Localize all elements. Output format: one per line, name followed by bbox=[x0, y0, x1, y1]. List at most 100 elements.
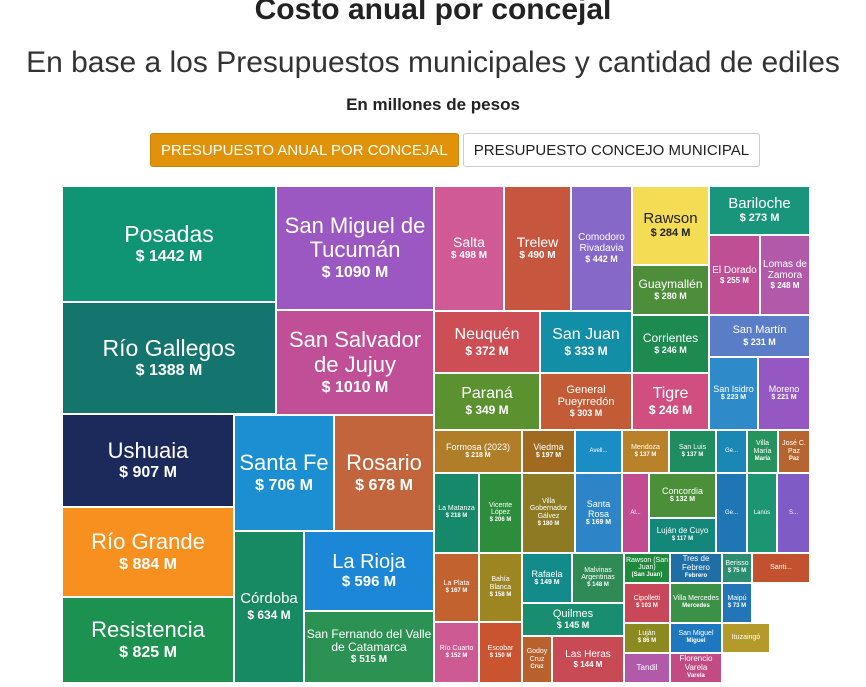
treemap-cell-name: Viedma bbox=[533, 442, 564, 453]
treemap-cell-el-dorado[interactable]: El Dorado $ 255 M bbox=[709, 235, 760, 315]
treemap-cell-value: $ 144 M bbox=[573, 660, 603, 670]
treemap-cell-value: $ 221 M bbox=[771, 394, 797, 402]
treemap-cell-bahia-blanca[interactable]: Bahía Blanca $ 158 M bbox=[479, 553, 522, 622]
treemap-cell-lujan-de-cuyo[interactable]: Luján de Cuyo $ 117 M bbox=[649, 518, 716, 553]
treemap-cell-san-isidro[interactable]: San Isidro $ 223 M bbox=[709, 357, 758, 430]
treemap-cell-al[interactable]: Al... bbox=[622, 473, 649, 553]
treemap-cell-berisso[interactable]: Berisso $ 75 M bbox=[722, 553, 752, 583]
treemap-cell-la-rioja[interactable]: La Rioja $ 596 M bbox=[304, 531, 434, 611]
treemap-cell-cipolletti[interactable]: Cipolletti $ 103 M bbox=[624, 583, 670, 623]
treemap-cell-san-luis[interactable]: San Luis $ 137 M bbox=[669, 430, 716, 473]
treemap-cell-santa-fe[interactable]: Santa Fe $ 706 M bbox=[234, 415, 334, 531]
treemap-cell-neuquen[interactable]: Neuquén $ 372 M bbox=[434, 311, 540, 373]
treemap-cell-value: María bbox=[754, 455, 771, 462]
treemap-cell-rosario[interactable]: Rosario $ 678 M bbox=[334, 415, 434, 531]
treemap-cell-bariloche[interactable]: Bariloche $ 273 M bbox=[709, 186, 810, 235]
treemap-cell-ge[interactable]: Ge... bbox=[716, 430, 747, 473]
treemap-cell-villa-maria[interactable]: Villa María María bbox=[747, 430, 778, 473]
treemap-cell-moreno[interactable]: Moreno $ 221 M bbox=[758, 357, 810, 430]
treemap-cell-salta[interactable]: Salta $ 498 M bbox=[434, 186, 504, 311]
treemap-cell-lomas-de-zamora[interactable]: Lomas de Zamora $ 248 M bbox=[760, 235, 810, 315]
treemap-cell-rawson[interactable]: Rawson $ 284 M bbox=[632, 186, 709, 265]
treemap-cell-rio-cuarto[interactable]: Río Cuarto $ 152 M bbox=[434, 622, 479, 683]
treemap-cell-san-martin[interactable]: San Martín $ 231 M bbox=[709, 315, 810, 357]
treemap-cell-lanus[interactable]: Lanús bbox=[747, 473, 777, 553]
treemap-cell-name: Villa Gobernador Gálvez bbox=[529, 497, 568, 521]
treemap-cell-name: Rafaela bbox=[531, 568, 563, 579]
treemap-cell-san-miguel[interactable]: San Miguel Miguel bbox=[670, 623, 722, 653]
treemap-cell-rafaela[interactable]: Rafaela $ 149 M bbox=[522, 553, 572, 603]
treemap-cell-posadas[interactable]: Posadas $ 1442 M bbox=[62, 186, 276, 302]
treemap-cell-san-salvador-de-jujuy[interactable]: San Salvador de Jujuy $ 1010 M bbox=[276, 310, 434, 415]
treemap-cell-san-fernando-del-valle-de-catamarca[interactable]: San Fernando del Valle de Catamarca $ 515… bbox=[304, 611, 434, 683]
treemap-cell-value: $ 596 M bbox=[341, 573, 397, 591]
treemap-cell-quilmes[interactable]: Quilmes $ 145 M bbox=[522, 603, 624, 636]
treemap-cell-ituzaingo[interactable]: Ituzaingó bbox=[722, 623, 770, 653]
treemap-cell-tandil[interactable]: Tandil bbox=[624, 653, 670, 683]
treemap-cell-trelew[interactable]: Trelew $ 490 M bbox=[504, 186, 571, 311]
treemap-cell-value: $ 442 M bbox=[585, 254, 618, 265]
treemap-cell-rio-gallegos[interactable]: Río Gallegos $ 1388 M bbox=[62, 302, 276, 414]
treemap-cell-la-matanza[interactable]: La Matanza $ 218 M bbox=[434, 473, 479, 553]
treemap-cell-viedma[interactable]: Viedma $ 197 M bbox=[522, 430, 575, 473]
treemap-cell-tigre[interactable]: Tigre $ 246 M bbox=[632, 373, 709, 430]
treemap-cell-value: $ 255 M bbox=[720, 275, 749, 285]
treemap-cell-name: Lomas de Zamora bbox=[763, 259, 807, 282]
treemap-cell-comodoro-rivadavia[interactable]: Comodoro Rivadavia $ 442 M bbox=[571, 186, 632, 311]
tab-presupuesto-concejo-municipal[interactable]: PRESUPUESTO CONCEJO MUNICIPAL bbox=[462, 133, 761, 167]
treemap-cell-value: $ 197 M bbox=[535, 452, 562, 460]
treemap-cell-rawson-san-juan[interactable]: Rawson (San Juan) (San Juan) bbox=[624, 553, 670, 583]
treemap-cell-las-heras[interactable]: Las Heras $ 144 M bbox=[552, 636, 624, 683]
treemap-cell-cordoba[interactable]: Córdoba $ 634 M bbox=[234, 531, 304, 683]
treemap-cell-santa-rosa[interactable]: Santa Rosa $ 169 M bbox=[575, 473, 622, 553]
treemap-cell-s[interactable]: S... bbox=[777, 473, 810, 553]
treemap-cell-villa-mercedes[interactable]: Villa Mercedes Mercedes bbox=[670, 583, 722, 623]
treemap-cell-guaymallen[interactable]: Guaymallén $ 280 M bbox=[632, 265, 709, 315]
treemap-cell-santi[interactable]: Santi... bbox=[752, 553, 810, 583]
treemap-cell-value: $ 515 M bbox=[350, 654, 388, 666]
treemap-cell-value: $ 349 M bbox=[465, 403, 509, 418]
treemap-cell-name: Resistencia bbox=[91, 617, 205, 643]
treemap-cell-value: $ 206 M bbox=[489, 517, 512, 524]
treemap-cell-rio-grande[interactable]: Río Grande $ 884 M bbox=[62, 507, 234, 597]
treemap-cell-value: $ 137 M bbox=[681, 451, 704, 458]
treemap-cell-lujan[interactable]: Luján $ 86 M bbox=[624, 623, 670, 653]
treemap-cell-escobar[interactable]: Escobar $ 150 M bbox=[479, 622, 522, 683]
treemap-cell-value: $ 333 M bbox=[564, 343, 608, 358]
treemap-cell-parana[interactable]: Paraná $ 349 M bbox=[434, 373, 540, 430]
treemap-cell-formosa-2023[interactable]: Formosa (2023) $ 218 M bbox=[434, 430, 522, 473]
treemap-cell-ge[interactable]: Ge... bbox=[716, 473, 747, 553]
treemap-cell-vicente-lopez[interactable]: Vicente López $ 206 M bbox=[479, 473, 522, 553]
treemap-cell-jose-c-paz[interactable]: José C. Paz Paz bbox=[778, 430, 810, 473]
tab-presupuesto-anual-por-concejal[interactable]: PRESUPUESTO ANUAL POR CONCEJAL bbox=[150, 133, 459, 167]
treemap-cell-maipu[interactable]: Maipú $ 73 M bbox=[722, 583, 752, 623]
treemap-cell-value: $ 149 M bbox=[534, 578, 560, 586]
treemap-cell-name: Tigre bbox=[652, 385, 689, 403]
treemap-cell-value: $ 1010 M bbox=[321, 378, 389, 396]
treemap-cell-value: $ 490 M bbox=[519, 250, 556, 262]
treemap-cell-ushuaia[interactable]: Ushuaia $ 907 M bbox=[62, 414, 234, 507]
treemap-cell-value: $ 218 M bbox=[445, 513, 468, 520]
treemap-cell-name: Tres de Febrero bbox=[681, 554, 710, 573]
treemap-cell-concordia[interactable]: Concordia $ 132 M bbox=[649, 473, 716, 518]
treemap-cell-value: $ 273 M bbox=[739, 212, 780, 225]
treemap-cell-value: $ 246 M bbox=[648, 403, 693, 418]
treemap-cell-florencio-varela[interactable]: Florencio Varela Varela bbox=[670, 653, 722, 683]
treemap-cell-corrientes[interactable]: Corrientes $ 246 M bbox=[632, 315, 709, 373]
treemap-cell-san-miguel-de-tucuman[interactable]: San Miguel de Tucumán $ 1090 M bbox=[276, 186, 434, 310]
treemap-cell-value: $ 907 M bbox=[119, 464, 177, 482]
treemap-cell-name: Santi... bbox=[770, 564, 792, 572]
treemap-cell-malvinas-argentinas[interactable]: Malvinas Argentinas $ 148 M bbox=[572, 553, 624, 603]
treemap-cell-godoy-cruz[interactable]: Godoy Cruz Cruz bbox=[522, 636, 552, 683]
treemap-cell-tres-de-febrero[interactable]: Tres de Febrero Febrero bbox=[670, 553, 722, 583]
treemap-cell-name: Mendoza bbox=[631, 443, 660, 451]
treemap-cell-resistencia[interactable]: Resistencia $ 825 M bbox=[62, 597, 234, 683]
treemap-cell-san-juan[interactable]: San Juan $ 333 M bbox=[540, 311, 632, 373]
treemap-cell-la-plata[interactable]: La Plata $ 167 M bbox=[434, 553, 479, 622]
treemap-cell-general-pueyrredon[interactable]: General Pueyrredón $ 303 M bbox=[540, 373, 632, 430]
treemap-cell-avell[interactable]: Avell... bbox=[575, 430, 622, 473]
treemap-cell-name: Rawson bbox=[643, 209, 698, 227]
treemap-cell-mendoza[interactable]: Mendoza $ 137 M bbox=[622, 430, 669, 473]
treemap-cell-value: Mercedes bbox=[682, 603, 710, 610]
treemap-cell-villa-gobernador-galvez[interactable]: Villa Gobernador Gálvez $ 180 M bbox=[522, 473, 575, 553]
